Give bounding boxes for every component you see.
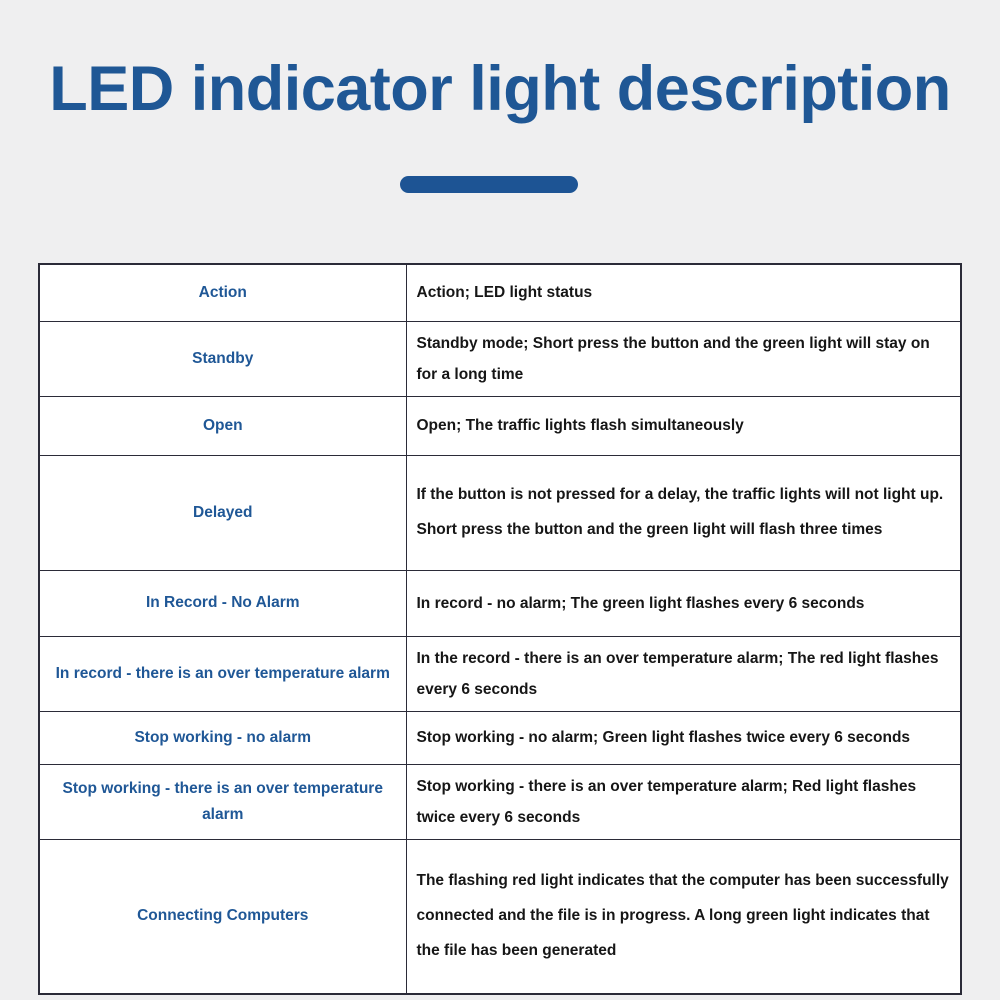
status-cell: If the button is not pressed for a delay… <box>405 454 962 571</box>
action-cell: Standby <box>38 320 407 397</box>
table-row: Stop working - there is an over temperat… <box>38 763 962 840</box>
status-cell: Action; LED light status <box>405 263 962 322</box>
page-title: LED indicator light description <box>49 54 951 124</box>
table-row: Action Action; LED light status <box>38 263 962 322</box>
action-cell: In Record - No Alarm <box>38 569 407 637</box>
table-row: Open Open; The traffic lights flash simu… <box>38 395 962 456</box>
status-cell: The flashing red light indicates that th… <box>405 838 962 995</box>
page-header: LED indicator light description <box>0 0 1000 250</box>
led-indicator-table: Action Action; LED light status Standby … <box>38 263 962 995</box>
action-cell: Delayed <box>38 454 407 571</box>
title-underline-accent <box>400 176 578 193</box>
table-row: Delayed If the button is not pressed for… <box>38 454 962 571</box>
action-cell: Action <box>38 263 407 322</box>
table-row: In record - there is an over temperature… <box>38 635 962 712</box>
status-cell: Stop working - no alarm; Green light fla… <box>405 710 962 765</box>
status-cell: In record - no alarm; The green light fl… <box>405 569 962 637</box>
action-cell: Stop working - there is an over temperat… <box>38 763 407 840</box>
status-cell: In the record - there is an over tempera… <box>405 635 962 712</box>
table-row: Connecting Computers The flashing red li… <box>38 838 962 995</box>
table-body: Action Action; LED light status Standby … <box>38 263 962 995</box>
status-cell: Standby mode; Short press the button and… <box>405 320 962 397</box>
table-row: In Record - No Alarm In record - no alar… <box>38 569 962 637</box>
action-cell: Connecting Computers <box>38 838 407 995</box>
table-row: Standby Standby mode; Short press the bu… <box>38 320 962 397</box>
status-cell: Open; The traffic lights flash simultane… <box>405 395 962 456</box>
table-row: Stop working - no alarm Stop working - n… <box>38 710 962 765</box>
action-cell: Stop working - no alarm <box>38 710 407 765</box>
action-cell: In record - there is an over temperature… <box>38 635 407 712</box>
status-cell: Stop working - there is an over temperat… <box>405 763 962 840</box>
action-cell: Open <box>38 395 407 456</box>
